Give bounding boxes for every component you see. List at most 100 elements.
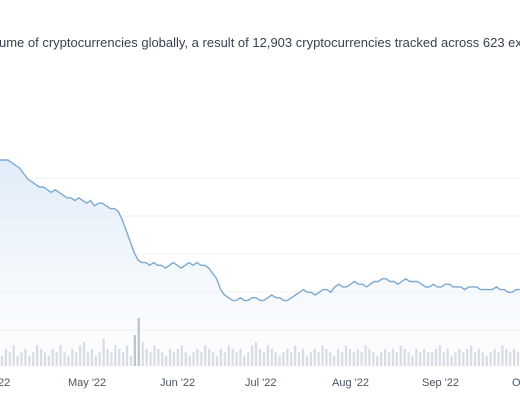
- volume-bar: [114, 345, 117, 366]
- volume-bar: [43, 352, 47, 366]
- volume-bar: [231, 348, 234, 366]
- volume-bar: [67, 355, 70, 366]
- volume-bar: [458, 348, 461, 366]
- volume-bar: [286, 348, 289, 366]
- x-tick-label: Jul '22: [245, 377, 276, 389]
- volume-bar: [211, 352, 215, 366]
- volume-bar: [223, 352, 226, 366]
- volume-bar: [204, 345, 207, 366]
- volume-bar: [239, 348, 242, 366]
- volume-bar: [348, 348, 352, 366]
- volume-bar: [145, 348, 148, 366]
- volume-bar: [180, 345, 183, 366]
- volume-bar: [90, 348, 93, 366]
- volume-bar: [360, 352, 363, 366]
- volume-bar: [294, 345, 297, 366]
- volume-bar: [387, 352, 391, 366]
- volume-bar: [344, 345, 348, 366]
- volume-bar: [200, 352, 203, 366]
- volume-bar: [297, 352, 301, 366]
- volume-bar: [489, 352, 492, 366]
- volume-bar: [258, 348, 262, 366]
- volume-bar: [137, 318, 140, 366]
- volume-bar: [141, 342, 144, 366]
- volume-bar: [16, 355, 19, 366]
- volume-bar: [36, 345, 39, 366]
- volume-bar: [184, 352, 187, 366]
- market-chart[interactable]: 22 May '22 Jun '22 Jul '22 Aug '22 Sep '22 O: [0, 60, 520, 400]
- volume-bar: [82, 342, 86, 366]
- volume-bar: [251, 345, 254, 366]
- volume-bar: [274, 352, 277, 366]
- volume-bar: [110, 352, 113, 366]
- volume-bar: [235, 352, 238, 366]
- volume-bar: [278, 355, 281, 366]
- volume-bar: [4, 348, 7, 366]
- volume-bar: [352, 352, 355, 366]
- volume-bar: [407, 352, 410, 366]
- volume-bar: [481, 352, 484, 366]
- volume-bar: [497, 352, 500, 366]
- volume-bar: [20, 352, 23, 366]
- volume-bar: [403, 348, 406, 366]
- volume-bar: [442, 352, 445, 366]
- volume-bar: [430, 352, 434, 366]
- volume-bar: [399, 345, 402, 366]
- volume-bar: [305, 355, 309, 366]
- volume-bar: [86, 352, 90, 366]
- x-tick-label: Jun '22: [160, 377, 195, 389]
- volume-bar: [317, 352, 320, 366]
- volume-bar: [243, 355, 246, 366]
- volume-bar: [423, 348, 426, 366]
- description-line: ume of cryptocurrencies globally, a resu…: [0, 35, 520, 50]
- price-line: [0, 159, 520, 302]
- volume-bar: [505, 348, 508, 366]
- volume-bar: [501, 345, 504, 366]
- volume-bar: [485, 355, 488, 366]
- volume-bar: [438, 345, 441, 366]
- volume-bar: [309, 352, 312, 366]
- volume-bar: [172, 352, 176, 366]
- volume-bar: [188, 355, 191, 366]
- volume-bar: [208, 348, 211, 366]
- volume-bar: [321, 345, 324, 366]
- volume-bar: [118, 348, 121, 366]
- volume-bar: [51, 348, 54, 366]
- volume-bar: [79, 345, 82, 366]
- volume-bar: [165, 355, 168, 366]
- volume-bar: [516, 352, 520, 366]
- x-tick-label: 22: [0, 377, 10, 389]
- volume-bar: [39, 348, 43, 366]
- x-tick-label: May '22: [68, 377, 106, 389]
- volume-bar: [98, 352, 101, 366]
- volume-bar: [301, 348, 305, 366]
- volume-bar: [12, 345, 15, 366]
- volume-bar: [122, 352, 125, 366]
- volume-bar: [55, 352, 58, 366]
- volume-bar: [313, 348, 316, 366]
- volume-bar: [395, 352, 398, 366]
- volume-bar: [94, 355, 97, 366]
- volume-bar: [384, 348, 387, 366]
- volume-bar: [196, 348, 199, 366]
- volume-bar: [149, 352, 152, 366]
- volume-bar: [106, 348, 109, 366]
- volume-bar: [270, 348, 273, 366]
- volume-bar: [493, 348, 496, 366]
- volume-bar: [71, 348, 74, 366]
- volume-bar: [219, 348, 222, 366]
- volume-bar: [337, 348, 340, 366]
- volume-bar: [75, 352, 78, 366]
- volume-bar: [450, 355, 453, 366]
- volume-bar: [157, 348, 160, 366]
- volume-bar: [282, 352, 285, 366]
- chart-canvas[interactable]: 22 May '22 Jun '22 Jul '22 Aug '22 Sep '22 O: [0, 60, 520, 400]
- x-tick-label: Sep '22: [422, 377, 459, 389]
- x-tick-label: O: [512, 377, 520, 389]
- volume-bar: [446, 348, 449, 366]
- volume-bar: [434, 348, 438, 366]
- volume-bar: [28, 355, 31, 366]
- volume-bar: [333, 355, 336, 366]
- price-area: [0, 160, 520, 366]
- volume-bar: [372, 352, 375, 366]
